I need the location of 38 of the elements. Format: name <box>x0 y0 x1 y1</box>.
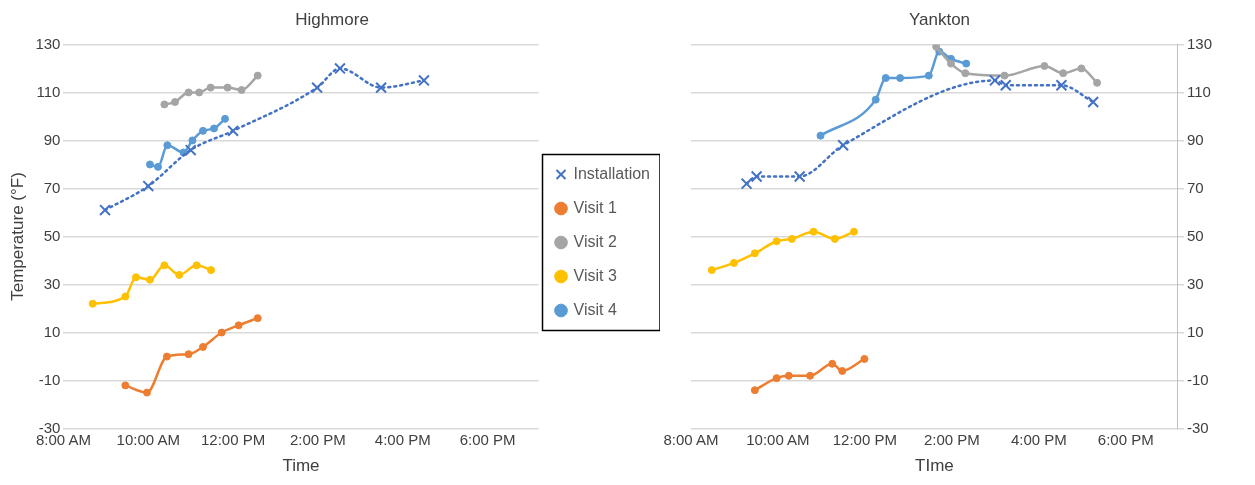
y-tick-label: 30 <box>43 274 61 292</box>
y2-tick-label: 50 <box>1186 226 1204 244</box>
y2-tick-label: 110 <box>1186 82 1211 100</box>
x-tick-label: 12:00 PM <box>200 430 266 448</box>
y-tick-label: 90 <box>43 130 61 148</box>
legend-label: Visit 2 <box>573 232 617 250</box>
x-tick-label: 10:00 AM <box>116 430 180 448</box>
legend-label: Visit 4 <box>573 300 617 318</box>
chart-title: Yankton <box>908 9 971 29</box>
chart-title: Highmore <box>295 9 369 29</box>
x-tick-label: 10:00 AM <box>746 430 810 448</box>
x-tick-label: 4:00 PM <box>1010 430 1067 448</box>
legend-label: Installation <box>573 164 651 182</box>
y-tick-label: 70 <box>43 178 61 196</box>
x-tick-label: 6:00 PM <box>1097 430 1154 448</box>
y-tick-label: 50 <box>43 226 61 244</box>
y-tick-label: -10 <box>38 370 61 388</box>
x-tick-label: 2:00 PM <box>923 430 980 448</box>
x-tick-label: 6:00 PM <box>459 430 516 448</box>
y2-tick-label: 90 <box>1186 130 1204 148</box>
y-tick-label: 110 <box>36 82 61 100</box>
x-axis-title: Time <box>282 456 320 476</box>
y2-tick-label: -10 <box>1186 370 1209 388</box>
y-tick-label: 10 <box>43 322 61 340</box>
y2-tick-label: 130 <box>1186 34 1212 52</box>
x-tick-label: 2:00 PM <box>290 430 346 448</box>
y-axis-title: Temperature (°F) <box>7 172 27 301</box>
legend-label: Visit 3 <box>573 266 617 284</box>
y-tick-label: 130 <box>35 34 61 52</box>
y2-tick-label: -30 <box>1186 418 1209 436</box>
x-axis-title: TIme <box>915 456 954 476</box>
y2-tick-label: 30 <box>1186 274 1204 292</box>
x-tick-label: 4:00 PM <box>374 430 431 448</box>
legend-label: Visit 1 <box>573 198 617 216</box>
x-tick-label: 8:00 AM <box>663 430 719 448</box>
y2-tick-label: 10 <box>1186 322 1204 340</box>
y2-tick-label: 70 <box>1186 178 1204 196</box>
x-tick-label: 12:00 PM <box>832 430 897 448</box>
